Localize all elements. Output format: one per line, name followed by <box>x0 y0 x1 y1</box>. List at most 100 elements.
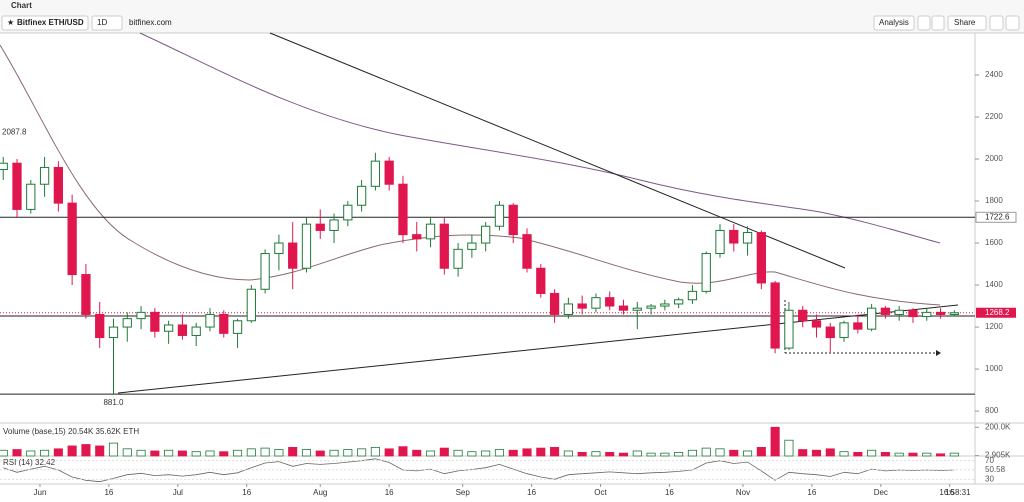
candle-body <box>687 290 698 301</box>
x-tick-label: 16 <box>807 488 816 497</box>
candle-body <box>205 313 215 328</box>
candle-body <box>301 223 312 269</box>
candle-body <box>398 183 408 236</box>
arrow-head <box>936 350 941 356</box>
volume-bar <box>260 447 270 457</box>
candle-body <box>618 305 629 311</box>
volume-bar <box>674 452 684 457</box>
volume-bar <box>839 451 849 457</box>
analysis[interactable]: Analysis <box>879 18 909 27</box>
candle-body <box>384 160 394 185</box>
y-tick-label: 1600 <box>985 238 1003 247</box>
y-tick-label: 1200 <box>985 322 1003 331</box>
candle-body <box>39 166 50 185</box>
y-tick-label: 1800 <box>985 196 1003 205</box>
pause-button[interactable] <box>917 15 931 31</box>
candle-body <box>108 326 119 339</box>
volume-bar <box>522 448 532 457</box>
candle-body <box>784 309 794 349</box>
candle-body <box>177 324 188 336</box>
candle-body <box>729 229 739 244</box>
volume-bar <box>53 448 63 457</box>
volume-bar <box>343 449 353 457</box>
volume-bar <box>398 446 408 457</box>
candle-body <box>481 225 491 244</box>
volume-bar <box>81 444 91 457</box>
source[interactable]: bitfinex.com <box>129 18 172 27</box>
candle-body <box>425 223 436 240</box>
y-tick-label: 70 <box>985 456 994 465</box>
y-tick-label: 800 <box>985 406 999 415</box>
volume-bar <box>370 446 380 457</box>
candle-body <box>605 297 615 307</box>
volume-bar <box>136 449 146 457</box>
y-tick-label: 2200 <box>985 112 1003 121</box>
volume-value: 20.54K <box>68 427 94 436</box>
star-icon: ★ <box>7 18 14 27</box>
low-label: 881.0 <box>103 398 124 407</box>
candle-body <box>260 253 270 290</box>
share[interactable]: Share <box>954 18 976 27</box>
settings-button[interactable] <box>1005 15 1020 31</box>
candle-body <box>646 305 656 309</box>
symbol[interactable]: Bitfinex ETH/USD <box>17 18 84 27</box>
price-label: 1722.6 <box>985 212 1010 221</box>
volume-bar <box>122 448 132 457</box>
volume-bar <box>40 449 50 457</box>
candle-body <box>549 292 560 315</box>
volume-bar <box>164 449 174 457</box>
candle-body <box>494 204 505 227</box>
trend-line <box>269 32 846 269</box>
y-tick-label: 2000 <box>985 154 1003 163</box>
price-label: 1268.2 <box>985 308 1010 317</box>
candle-body <box>329 219 339 231</box>
volume-bar <box>743 450 753 457</box>
rsi-name: RSI (14) <box>3 458 33 467</box>
y-tick-label: 30 <box>985 474 994 483</box>
moving-average-200 <box>139 32 941 244</box>
interval[interactable]: 1D <box>97 18 107 27</box>
fullscreen-button[interactable] <box>989 15 1004 31</box>
symbol-button[interactable] <box>1 15 89 31</box>
tab[interactable]: Chart <box>11 1 32 10</box>
candle-body <box>632 307 642 311</box>
volume-bar <box>288 446 298 457</box>
x-tick-label: Jul <box>173 488 183 497</box>
candle-body <box>715 229 725 255</box>
candle-body <box>150 311 160 332</box>
x-tick-label: 16 <box>385 488 394 497</box>
volume-bar <box>949 452 959 457</box>
volume-bar <box>12 449 22 457</box>
share-button[interactable] <box>947 15 987 31</box>
candle-body <box>894 309 904 315</box>
trend-line <box>117 304 959 394</box>
candle-body <box>274 242 284 255</box>
rsi-label: RSI (14) 32.42 <box>3 458 56 467</box>
analysis-button[interactable] <box>873 15 915 31</box>
volume-bar <box>784 439 794 457</box>
candle-body <box>770 282 780 349</box>
volume-bar <box>108 442 119 457</box>
candle-body <box>922 311 932 318</box>
volume-bar <box>687 449 697 457</box>
y-tick-label: 2400 <box>985 70 1003 79</box>
volume-bar <box>177 450 187 457</box>
x-tick-label: Sep <box>456 488 471 497</box>
volume-bar <box>798 449 808 457</box>
moving-average-50 <box>0 44 941 306</box>
volume-bar <box>660 452 670 457</box>
rsi-value: 32.42 <box>35 458 56 467</box>
x-tick-label: 16 <box>242 488 251 497</box>
draw-button[interactable] <box>931 15 945 31</box>
candle-body <box>577 303 587 309</box>
volume-value: 35.62K <box>96 427 122 436</box>
volume-bar <box>357 448 367 457</box>
candle-body <box>880 307 891 315</box>
volume-bar <box>646 452 656 457</box>
interval-button[interactable] <box>91 15 123 31</box>
candle-body <box>0 162 8 171</box>
candle-body <box>825 326 835 339</box>
volume-bar <box>894 452 904 457</box>
candle-body <box>536 267 546 294</box>
